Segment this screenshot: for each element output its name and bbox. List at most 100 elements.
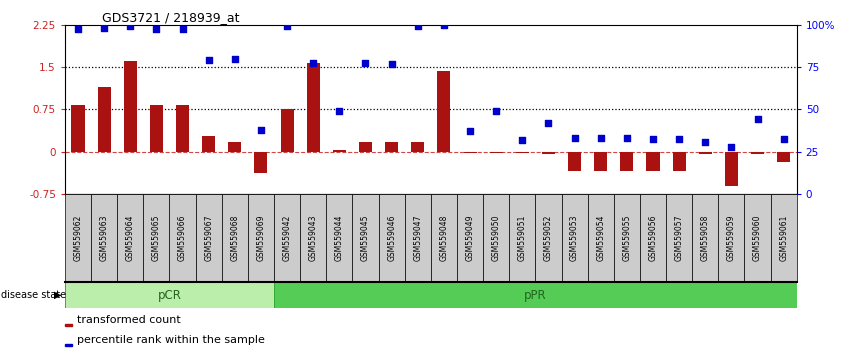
Bar: [124, 62, 137, 152]
Bar: [359, 142, 372, 152]
Text: GSM559052: GSM559052: [544, 215, 553, 262]
Point: [725, 144, 739, 150]
Text: GSM559045: GSM559045: [361, 215, 370, 262]
Bar: [457, 194, 483, 282]
Text: GSM559042: GSM559042: [282, 215, 292, 262]
Text: pPR: pPR: [524, 289, 546, 302]
Text: GSM559054: GSM559054: [596, 215, 605, 262]
Text: pCR: pCR: [158, 289, 181, 302]
Point: [281, 24, 294, 29]
Bar: [542, 152, 555, 154]
Bar: [326, 194, 352, 282]
Bar: [307, 63, 320, 152]
Bar: [411, 142, 424, 152]
Bar: [144, 194, 170, 282]
Bar: [437, 71, 450, 152]
Text: GSM559055: GSM559055: [623, 215, 631, 262]
Text: GSM559058: GSM559058: [701, 215, 710, 262]
Bar: [594, 152, 607, 171]
Point: [620, 135, 634, 141]
Text: GSM559050: GSM559050: [492, 215, 501, 262]
Bar: [535, 194, 561, 282]
Point: [672, 136, 686, 142]
Bar: [222, 194, 248, 282]
Bar: [718, 194, 745, 282]
Text: GSM559046: GSM559046: [387, 215, 396, 262]
Text: GSM559044: GSM559044: [335, 215, 344, 262]
Text: GSM559051: GSM559051: [518, 215, 527, 262]
Text: GSM559053: GSM559053: [570, 215, 579, 262]
Bar: [117, 194, 144, 282]
Bar: [430, 194, 457, 282]
Point: [410, 23, 424, 29]
Bar: [72, 105, 85, 152]
Text: GSM559067: GSM559067: [204, 215, 213, 262]
Bar: [378, 194, 404, 282]
Bar: [404, 194, 430, 282]
Text: GSM559062: GSM559062: [74, 215, 82, 262]
Bar: [777, 152, 790, 162]
Bar: [771, 194, 797, 282]
Bar: [745, 194, 771, 282]
Text: GSM559047: GSM559047: [413, 215, 423, 262]
Text: GSM559064: GSM559064: [126, 215, 135, 262]
Bar: [352, 194, 378, 282]
Bar: [673, 152, 686, 171]
Bar: [65, 324, 72, 326]
Bar: [248, 194, 274, 282]
Bar: [489, 152, 502, 153]
Bar: [229, 142, 242, 152]
Point: [463, 128, 477, 134]
Point: [359, 60, 372, 66]
Text: GSM559056: GSM559056: [649, 215, 657, 262]
Text: GSM559057: GSM559057: [675, 215, 683, 262]
Point: [489, 108, 503, 113]
Point: [594, 135, 608, 141]
Bar: [385, 142, 398, 152]
Bar: [255, 152, 268, 173]
Text: GSM559060: GSM559060: [753, 215, 762, 262]
Bar: [509, 194, 535, 282]
Bar: [646, 152, 660, 171]
Text: transformed count: transformed count: [77, 315, 180, 325]
Point: [202, 57, 216, 63]
Point: [176, 26, 190, 32]
Bar: [699, 152, 712, 154]
Text: GSM559059: GSM559059: [727, 215, 736, 262]
Text: GSM559065: GSM559065: [152, 215, 161, 262]
Bar: [333, 150, 346, 152]
Bar: [751, 152, 764, 154]
Bar: [65, 282, 274, 308]
Bar: [561, 194, 588, 282]
Point: [385, 62, 398, 67]
Bar: [196, 194, 222, 282]
Bar: [274, 282, 797, 308]
Bar: [516, 152, 529, 153]
Point: [751, 116, 765, 122]
Text: GSM559049: GSM559049: [466, 215, 475, 262]
Bar: [65, 194, 91, 282]
Bar: [666, 194, 692, 282]
Text: GSM559048: GSM559048: [439, 215, 449, 262]
Point: [228, 56, 242, 62]
Text: GSM559069: GSM559069: [256, 215, 266, 262]
Point: [698, 139, 712, 145]
Bar: [98, 87, 111, 152]
Bar: [588, 194, 614, 282]
Point: [567, 135, 581, 141]
Point: [97, 25, 111, 30]
Text: GSM559061: GSM559061: [779, 215, 788, 262]
Text: GSM559066: GSM559066: [178, 215, 187, 262]
Bar: [483, 194, 509, 282]
Bar: [620, 152, 633, 171]
Text: GDS3721 / 218939_at: GDS3721 / 218939_at: [101, 11, 239, 24]
Text: GSM559063: GSM559063: [100, 215, 108, 262]
Point: [254, 127, 268, 133]
Text: percentile rank within the sample: percentile rank within the sample: [77, 335, 264, 345]
Bar: [725, 152, 738, 185]
Text: ▶: ▶: [54, 290, 61, 300]
Bar: [65, 344, 72, 346]
Point: [150, 26, 164, 32]
Bar: [274, 194, 301, 282]
Point: [71, 26, 85, 32]
